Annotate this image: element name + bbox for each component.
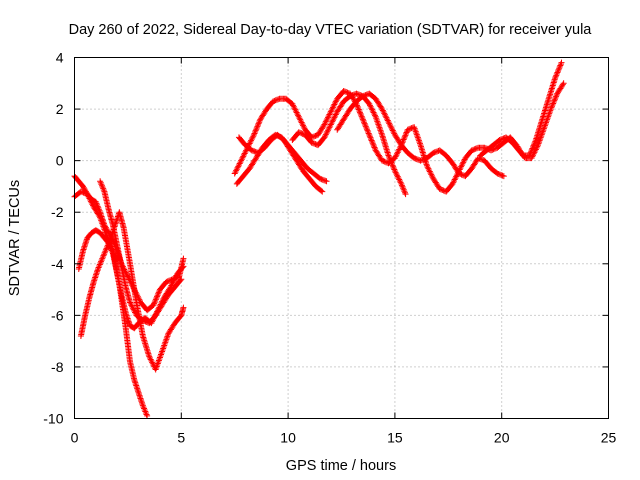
data-series-trace-k	[477, 80, 567, 162]
y-tick-label: -8	[51, 359, 64, 375]
y-tick-label: 2	[56, 101, 64, 117]
y-axis-label: SDTVAR / TECUs	[7, 180, 23, 296]
y-tick-label: -2	[51, 204, 64, 220]
series-layer	[71, 59, 567, 419]
data-series-trace-j	[334, 90, 507, 180]
y-tick-label: -10	[43, 411, 63, 427]
data-series-trace-e	[97, 178, 185, 327]
y-tick-label: -4	[51, 256, 64, 272]
grid-lines	[74, 57, 609, 419]
x-tick-label: 25	[601, 430, 617, 446]
chart-title: Day 260 of 2022, Sidereal Day-to-day VTE…	[69, 22, 593, 38]
axis-ticks: 0 5 10 15 20 25 -10 -8 -6 -4 -2 0 2 4	[43, 50, 616, 446]
x-tick-label: 10	[280, 430, 296, 446]
y-tick-label: 4	[56, 50, 64, 66]
y-tick-label: 0	[56, 153, 64, 169]
plot-frame	[74, 57, 609, 419]
x-tick-label: 15	[387, 430, 403, 446]
x-tick-label: 5	[177, 430, 185, 446]
data-series-trace-i	[289, 90, 409, 198]
y-tick-label: -6	[51, 307, 64, 323]
x-axis-label: GPS time / hours	[286, 458, 396, 474]
data-series-trace-h	[235, 131, 326, 195]
x-tick-label: 20	[494, 430, 510, 446]
x-tick-label: 0	[71, 430, 79, 446]
